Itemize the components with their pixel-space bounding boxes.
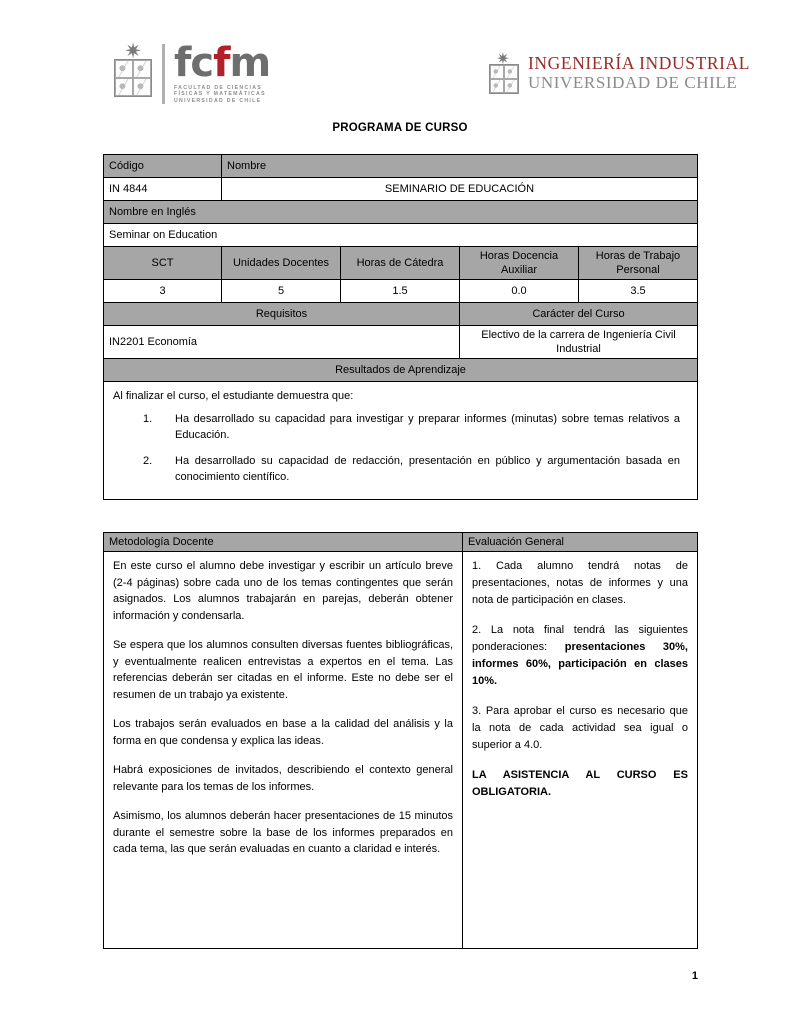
metodologia-docente-label: Metodología Docente <box>103 532 463 552</box>
metodologia-paragraph: En este curso el alumno debe investigar … <box>113 560 453 622</box>
metric-header-horas-catedra: Horas de Cátedra <box>340 246 460 280</box>
caracter-del-curso-value: Electivo de la carrera de Ingeniería Civ… <box>459 325 698 359</box>
table-row-method-body: En este curso el alumno debe investigar … <box>103 551 698 949</box>
table-row-metrics-values: 3 5 1.5 0.0 3.5 <box>103 279 698 303</box>
metric-header-horas-docencia-auxiliar: Horas Docencia Auxiliar <box>459 246 579 280</box>
metric-header-sct: SCT <box>103 246 222 280</box>
nombre-ingles-value: Seminar on Education <box>103 223 698 247</box>
metric-value-horas-docencia-auxiliar: 0.0 <box>459 279 579 303</box>
methodology-evaluation-table: Metodología Docente Evaluación General E… <box>103 532 698 949</box>
table-row-requisitos-value: IN2201 Economía Electivo de la carrera d… <box>103 325 698 359</box>
evaluacion-item-4: LA ASISTENCIA AL CURSO ES OBLIGATORIA. <box>472 767 688 801</box>
table-row-codigo-value: IN 4844 SEMINARIO DE EDUCACIÓN <box>103 177 698 201</box>
resultados-aprendizaje-cell: Al finalizar el curso, el estudiante dem… <box>103 381 698 500</box>
table-row-codigo-header: Código Nombre <box>103 154 698 178</box>
table-row-nombre-ingles-value: Seminar on Education <box>103 223 698 247</box>
evaluacion-item-2-text: 2. La nota final tendrá las siguientes p… <box>472 624 688 653</box>
ingenieria-industrial-logo: ✷ INGENIERÍA INDUSTRIAL UNIVERSIDAD DE C… <box>487 51 751 94</box>
course-info-table: Código Nombre IN 4844 SEMINARIO DE EDUCA… <box>103 154 698 500</box>
metodologia-paragraph: Habrá exposiciones de invitados, describ… <box>113 764 453 793</box>
fcfm-wordmark: fcfm Facultad de Ciencias Físicas y Mate… <box>162 43 271 105</box>
table-row-nombre-ingles-header: Nombre en Inglés <box>103 200 698 224</box>
fcfm-letters-part2: m <box>229 40 272 86</box>
ingenieria-industrial-line1: INGENIERÍA INDUSTRIAL <box>528 53 751 73</box>
resultados-aprendizaje-label: Resultados de Aprendizaje <box>103 358 698 382</box>
codigo-value: IN 4844 <box>103 177 222 201</box>
asistencia-obligatoria-note: LA ASISTENCIA AL CURSO ES OBLIGATORIA. <box>472 769 688 798</box>
list-item: Ha desarrollado su capacidad para invest… <box>143 412 680 441</box>
list-item: Ha desarrollado su capacidad de redacció… <box>143 454 680 483</box>
nombre-label: Nombre <box>221 154 698 178</box>
fcfm-letters-accent: f <box>213 40 230 86</box>
evaluacion-item-2: 2. La nota final tendrá las siguientes p… <box>472 622 688 690</box>
resultados-intro: Al finalizar el curso, el estudiante dem… <box>113 390 354 402</box>
universidad-de-chile-crest-icon: ✷ <box>112 40 154 97</box>
fcfm-subtitle: Facultad de Ciencias Físicas y Matemátic… <box>174 85 270 104</box>
nombre-ingles-label: Nombre en Inglés <box>103 200 698 224</box>
table-row-resultados-body: Al finalizar el curso, el estudiante dem… <box>103 381 698 500</box>
codigo-label: Código <box>103 154 222 178</box>
fcfm-letters: fcfm <box>174 43 271 83</box>
metodologia-paragraph: Asimismo, los alumnos deberán hacer pres… <box>113 810 453 855</box>
metric-value-horas-trabajo-personal: 3.5 <box>578 279 698 303</box>
metric-header-horas-trabajo-personal: Horas de Trabajo Personal <box>578 246 698 280</box>
evaluacion-item-1: 1. Cada alumno tendrá notas de presentac… <box>472 560 688 606</box>
fcfm-subtitle-line3: Universidad de Chile <box>174 97 262 104</box>
evaluacion-general-cell: 1. Cada alumno tendrá notas de presentac… <box>462 551 698 949</box>
nombre-value: SEMINARIO DE EDUCACIÓN <box>221 177 698 201</box>
table-row-metrics-header: SCT Unidades Docentes Horas de Cátedra H… <box>103 246 698 280</box>
metric-value-unidades-docentes: 5 <box>221 279 341 303</box>
universidad-de-chile-crest-icon-secondary: ✷ <box>487 51 521 94</box>
table-row-resultados-header: Resultados de Aprendizaje <box>103 358 698 382</box>
metric-header-unidades-docentes: Unidades Docentes <box>221 246 341 280</box>
crest-shield-icon-secondary <box>489 64 519 94</box>
requisitos-label: Requisitos <box>103 302 460 326</box>
metodologia-paragraph: Los trabajos serán evaluados en base a l… <box>113 718 453 747</box>
caracter-del-curso-label: Carácter del Curso <box>459 302 698 326</box>
metric-value-horas-catedra: 1.5 <box>340 279 460 303</box>
requisitos-value: IN2201 Economía <box>103 325 460 359</box>
crest-star-icon-secondary: ✷ <box>496 51 510 68</box>
logo-header: ✷ fcfm Facultad de Ciencias Físicas y Ma… <box>0 40 800 122</box>
metodologia-docente-cell: En este curso el alumno debe investigar … <box>103 551 463 949</box>
evaluacion-item-2-weights: presentaciones 30%, informes 60%, partic… <box>472 641 688 687</box>
fcfm-letters-part1: fc <box>174 40 214 86</box>
resultados-list: Ha desarrollado su capacidad para invest… <box>113 412 688 485</box>
evaluacion-item-3: 3. Para aprobar el curso es necesario qu… <box>472 705 688 751</box>
table-row-method-header: Metodología Docente Evaluación General <box>103 532 698 552</box>
ingenieria-industrial-wordmark: INGENIERÍA INDUSTRIAL UNIVERSIDAD DE CHI… <box>528 53 751 93</box>
table-row-requisitos-header: Requisitos Carácter del Curso <box>103 302 698 326</box>
fcfm-logo: ✷ fcfm Facultad de Ciencias Físicas y Ma… <box>112 40 271 105</box>
evaluacion-general-label: Evaluación General <box>462 532 698 552</box>
metric-value-sct: 3 <box>103 279 222 303</box>
fcfm-subtitle-line2: Físicas y Matemáticas <box>174 91 266 98</box>
ingenieria-industrial-line2: UNIVERSIDAD DE CHILE <box>528 73 738 92</box>
crest-star-icon: ✷ <box>124 40 142 63</box>
fcfm-subtitle-line1: Facultad de Ciencias <box>174 85 263 91</box>
crest-shield-icon <box>114 59 152 97</box>
page-title: PROGRAMA DE CURSO <box>332 122 468 134</box>
metodologia-paragraph: Se espera que los alumnos consulten dive… <box>113 639 453 701</box>
page-number: 1 <box>691 970 698 982</box>
